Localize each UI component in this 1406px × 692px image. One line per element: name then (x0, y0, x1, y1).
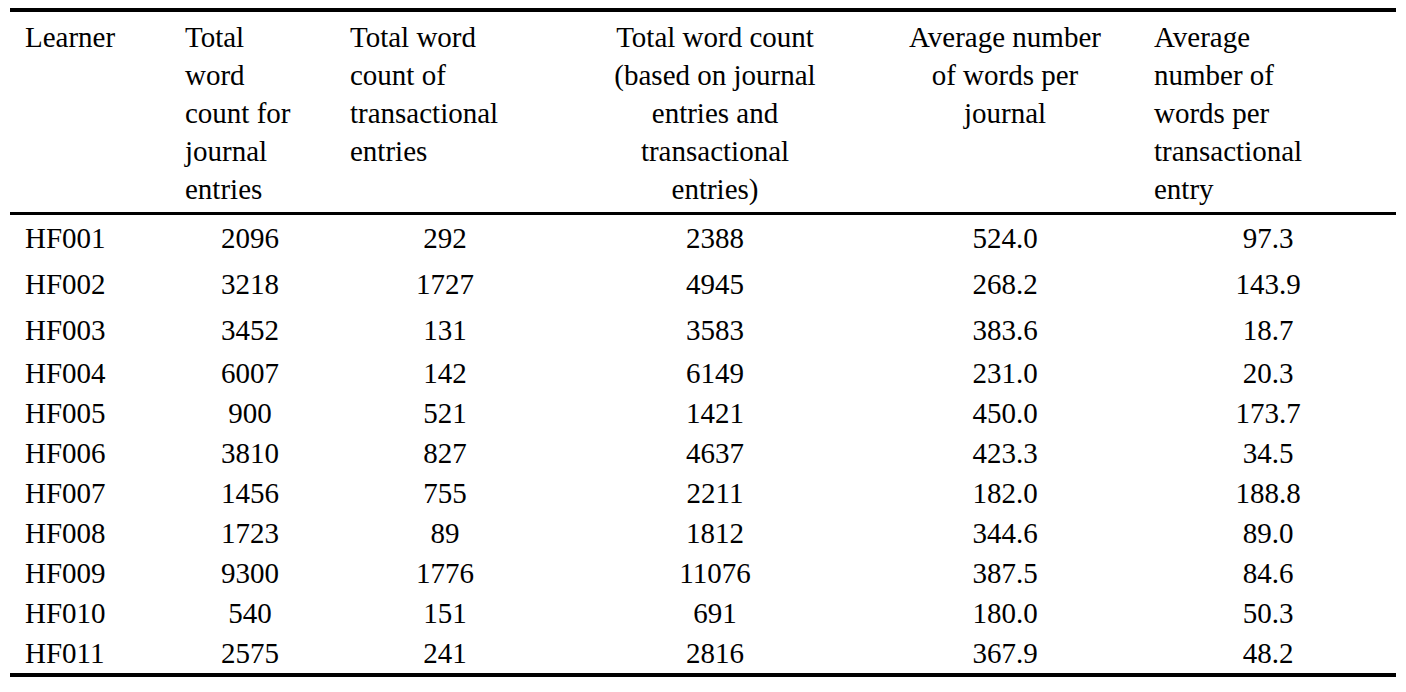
column-header-learner: Learner (10, 10, 170, 214)
cell-avg-per-journal: 344.6 (870, 513, 1140, 553)
cell-learner: HF001 (10, 214, 170, 262)
cell-journal-words: 3218 (170, 261, 330, 307)
cell-avg-per-journal: 268.2 (870, 261, 1140, 307)
cell-avg-per-transactional: 173.7 (1140, 393, 1396, 433)
cell-journal-words: 6007 (170, 353, 330, 393)
table-row: HF003 3452 131 3583 383.6 18.7 (10, 307, 1396, 353)
table-row: HF001 2096 292 2388 524.0 97.3 (10, 214, 1396, 262)
table-row: HF004 6007 142 6149 231.0 20.3 (10, 353, 1396, 393)
table-row: HF011 2575 241 2816 367.9 48.2 (10, 633, 1396, 675)
cell-avg-per-transactional: 188.8 (1140, 473, 1396, 513)
cell-avg-per-transactional: 84.6 (1140, 553, 1396, 593)
cell-total-words: 11076 (560, 553, 870, 593)
cell-learner: HF008 (10, 513, 170, 553)
cell-avg-per-transactional: 34.5 (1140, 433, 1396, 473)
column-header-transactional-words: Total word count of transactional entrie… (330, 10, 560, 214)
cell-total-words: 3583 (560, 307, 870, 353)
cell-avg-per-journal: 387.5 (870, 553, 1140, 593)
cell-total-words: 691 (560, 593, 870, 633)
cell-avg-per-transactional: 20.3 (1140, 353, 1396, 393)
cell-total-words: 6149 (560, 353, 870, 393)
cell-transactional-words: 89 (330, 513, 560, 553)
cell-transactional-words: 1727 (330, 261, 560, 307)
cell-learner: HF004 (10, 353, 170, 393)
cell-avg-per-transactional: 97.3 (1140, 214, 1396, 262)
table-row: HF009 9300 1776 11076 387.5 84.6 (10, 553, 1396, 593)
cell-journal-words: 2575 (170, 633, 330, 675)
cell-total-words: 4637 (560, 433, 870, 473)
cell-journal-words: 3810 (170, 433, 330, 473)
cell-avg-per-journal: 367.9 (870, 633, 1140, 675)
table-row: HF007 1456 755 2211 182.0 188.8 (10, 473, 1396, 513)
cell-transactional-words: 292 (330, 214, 560, 262)
table-row: HF005 900 521 1421 450.0 173.7 (10, 393, 1396, 433)
cell-avg-per-transactional: 48.2 (1140, 633, 1396, 675)
column-header-avg-per-transactional: Average number of words per transactiona… (1140, 10, 1396, 214)
cell-learner: HF007 (10, 473, 170, 513)
cell-avg-per-transactional: 50.3 (1140, 593, 1396, 633)
cell-transactional-words: 1776 (330, 553, 560, 593)
cell-learner: HF006 (10, 433, 170, 473)
cell-transactional-words: 131 (330, 307, 560, 353)
cell-journal-words: 1723 (170, 513, 330, 553)
cell-avg-per-transactional: 89.0 (1140, 513, 1396, 553)
cell-transactional-words: 755 (330, 473, 560, 513)
header-row: Learner Total word count for journal ent… (10, 10, 1396, 214)
cell-learner: HF003 (10, 307, 170, 353)
cell-total-words: 2388 (560, 214, 870, 262)
cell-journal-words: 9300 (170, 553, 330, 593)
cell-journal-words: 540 (170, 593, 330, 633)
cell-transactional-words: 521 (330, 393, 560, 433)
cell-avg-per-journal: 450.0 (870, 393, 1140, 433)
cell-avg-per-journal: 524.0 (870, 214, 1140, 262)
cell-learner: HF011 (10, 633, 170, 675)
cell-total-words: 1421 (560, 393, 870, 433)
paper-page: Learner Total word count for journal ent… (0, 8, 1406, 692)
cell-learner: HF002 (10, 261, 170, 307)
cell-total-words: 4945 (560, 261, 870, 307)
cell-transactional-words: 827 (330, 433, 560, 473)
table-header: Learner Total word count for journal ent… (10, 10, 1396, 214)
table-row: HF010 540 151 691 180.0 50.3 (10, 593, 1396, 633)
column-header-total-words: Total word count (based on journal entri… (560, 10, 870, 214)
cell-learner: HF005 (10, 393, 170, 433)
cell-journal-words: 3452 (170, 307, 330, 353)
cell-journal-words: 900 (170, 393, 330, 433)
table-body: HF001 2096 292 2388 524.0 97.3 HF002 321… (10, 214, 1396, 676)
cell-total-words: 2211 (560, 473, 870, 513)
cell-journal-words: 2096 (170, 214, 330, 262)
column-header-journal-words: Total word count for journal entries (170, 10, 330, 214)
cell-total-words: 2816 (560, 633, 870, 675)
cell-avg-per-journal: 180.0 (870, 593, 1140, 633)
cell-avg-per-journal: 383.6 (870, 307, 1140, 353)
cell-journal-words: 1456 (170, 473, 330, 513)
column-header-avg-per-journal: Average number of words per journal (870, 10, 1140, 214)
cell-transactional-words: 142 (330, 353, 560, 393)
cell-avg-per-journal: 182.0 (870, 473, 1140, 513)
table-row: HF008 1723 89 1812 344.6 89.0 (10, 513, 1396, 553)
cell-transactional-words: 241 (330, 633, 560, 675)
table-row: HF002 3218 1727 4945 268.2 143.9 (10, 261, 1396, 307)
word-count-table: Learner Total word count for journal ent… (10, 8, 1396, 677)
cell-learner: HF010 (10, 593, 170, 633)
cell-avg-per-transactional: 18.7 (1140, 307, 1396, 353)
cell-avg-per-journal: 231.0 (870, 353, 1140, 393)
cell-learner: HF009 (10, 553, 170, 593)
cell-avg-per-transactional: 143.9 (1140, 261, 1396, 307)
cell-total-words: 1812 (560, 513, 870, 553)
cell-transactional-words: 151 (330, 593, 560, 633)
cell-avg-per-journal: 423.3 (870, 433, 1140, 473)
table-row: HF006 3810 827 4637 423.3 34.5 (10, 433, 1396, 473)
